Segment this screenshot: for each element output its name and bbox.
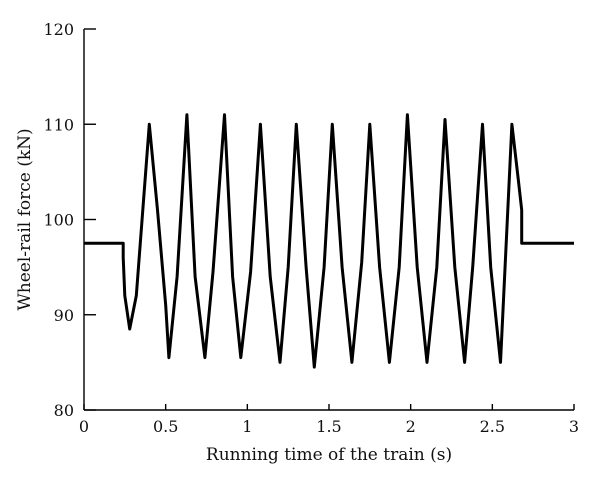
x-axis-label: Running time of the train (s): [206, 445, 452, 465]
y-tick-label: 100: [43, 211, 74, 230]
x-tick-label: 0.5: [153, 417, 178, 436]
x-tick-label: 3: [569, 417, 579, 436]
y-tick-label: 80: [54, 401, 74, 420]
x-tick-label: 2: [406, 417, 416, 436]
y-tick-label: 110: [43, 115, 74, 134]
x-tick-label: 1: [242, 417, 252, 436]
series-line: [84, 113, 574, 369]
y-tick-label: 90: [54, 306, 74, 325]
x-tick-label: 1.5: [316, 417, 341, 436]
x-tick-label: 2.5: [480, 417, 505, 436]
y-axis-label: Wheel-rail force (kN): [15, 128, 35, 310]
series-lines: [84, 113, 574, 369]
y-tick-label: 120: [43, 20, 74, 39]
y-axis-ticks: 80 90 100 110 120: [43, 20, 96, 420]
x-axis-ticks: 0 0.5 1 1.5 2 2.5 3: [79, 404, 579, 436]
x-tick-label: 0: [79, 417, 89, 436]
